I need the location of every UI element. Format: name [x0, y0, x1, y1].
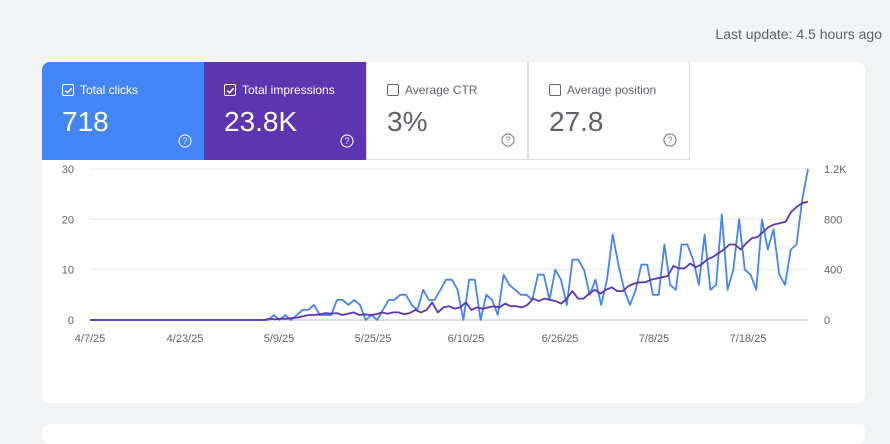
svg-text:?: ?	[667, 135, 672, 145]
svg-text:?: ?	[182, 136, 187, 146]
x-tick-label: 6/10/25	[448, 333, 485, 345]
total-impressions-label: Total impressions	[242, 83, 335, 97]
checkbox-unchecked-icon[interactable]	[387, 84, 399, 96]
x-tick-label: 4/7/25	[75, 333, 106, 345]
performance-panel: Total clicks 718 ? Total impressions 23.…	[42, 62, 865, 403]
average-ctr-value: 3%	[387, 106, 428, 137]
help-icon[interactable]: ?	[501, 133, 515, 147]
average-position-card[interactable]: Average position 27.8 ?	[528, 62, 690, 160]
average-position-value: 27.8	[549, 106, 604, 137]
checkbox-checked-icon[interactable]	[224, 84, 236, 96]
x-tick-label: 4/23/25	[167, 333, 204, 345]
help-icon[interactable]: ?	[663, 133, 677, 147]
checkbox-checked-icon[interactable]	[62, 84, 74, 96]
checkbox-unchecked-icon[interactable]	[549, 84, 561, 96]
right-tick-label: 0	[824, 315, 830, 327]
svg-text:?: ?	[505, 135, 510, 145]
help-icon[interactable]: ?	[340, 134, 354, 148]
left-tick-label: 0	[68, 315, 74, 327]
series-line-impressions	[90, 200, 809, 321]
total-clicks-value: 718	[62, 106, 109, 137]
left-tick-label: 10	[62, 265, 74, 277]
average-position-label: Average position	[567, 83, 657, 97]
left-tick-label: 30	[62, 164, 74, 176]
right-tick-label: 800	[824, 214, 842, 226]
total-clicks-card[interactable]: Total clicks 718 ?	[42, 62, 204, 160]
average-ctr-label: Average CTR	[405, 83, 478, 97]
total-impressions-card[interactable]: Total impressions 23.8K ?	[204, 62, 366, 160]
last-update-text: Last update: 4.5 hours ago	[715, 26, 882, 42]
total-impressions-value: 23.8K	[224, 106, 298, 137]
metric-cards: Total clicks 718 ? Total impressions 23.…	[42, 62, 690, 160]
x-tick-label: 5/25/25	[355, 333, 392, 345]
x-tick-label: 7/18/25	[730, 333, 767, 345]
svg-text:?: ?	[344, 136, 349, 146]
next-panel	[42, 424, 865, 444]
total-clicks-label: Total clicks	[80, 83, 139, 97]
average-ctr-card[interactable]: Average CTR 3% ?	[366, 62, 528, 160]
x-tick-label: 6/26/25	[542, 333, 579, 345]
series-line-clicks	[90, 168, 809, 321]
help-icon[interactable]: ?	[178, 134, 192, 148]
right-tick-label: 400	[824, 265, 842, 277]
x-tick-label: 5/9/25	[264, 333, 295, 345]
right-tick-label: 1.2K	[824, 164, 847, 176]
performance-chart: ClicksImpressions010203004008001.2K4/7/2…	[62, 164, 848, 345]
x-tick-label: 7/8/25	[639, 333, 670, 345]
left-tick-label: 20	[62, 214, 74, 226]
